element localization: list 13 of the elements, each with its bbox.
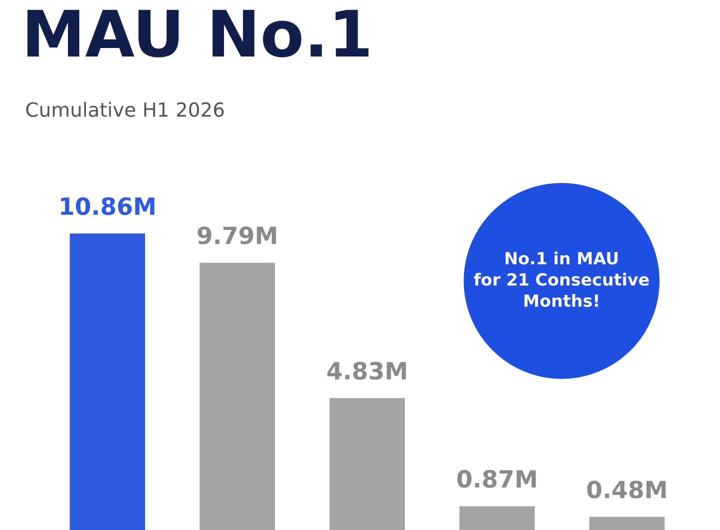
bar — [459, 506, 535, 530]
data-label: 0.87M — [457, 470, 536, 488]
data-label: 4.83M — [327, 362, 406, 380]
bar — [70, 234, 146, 530]
bar — [330, 398, 405, 530]
annotation: No.1 in MAU for 21 Consecutive Months! — [474, 252, 649, 307]
bar — [589, 516, 665, 530]
data-label: 0.48M — [587, 480, 666, 498]
chart-subtitle: Cumulative H1 2026 — [26, 102, 224, 117]
data-label: 10.86M — [61, 197, 154, 216]
chart-title: MAU No.1 — [27, 10, 368, 58]
bar — [200, 262, 275, 530]
data-label: 9.79M — [198, 226, 276, 244]
